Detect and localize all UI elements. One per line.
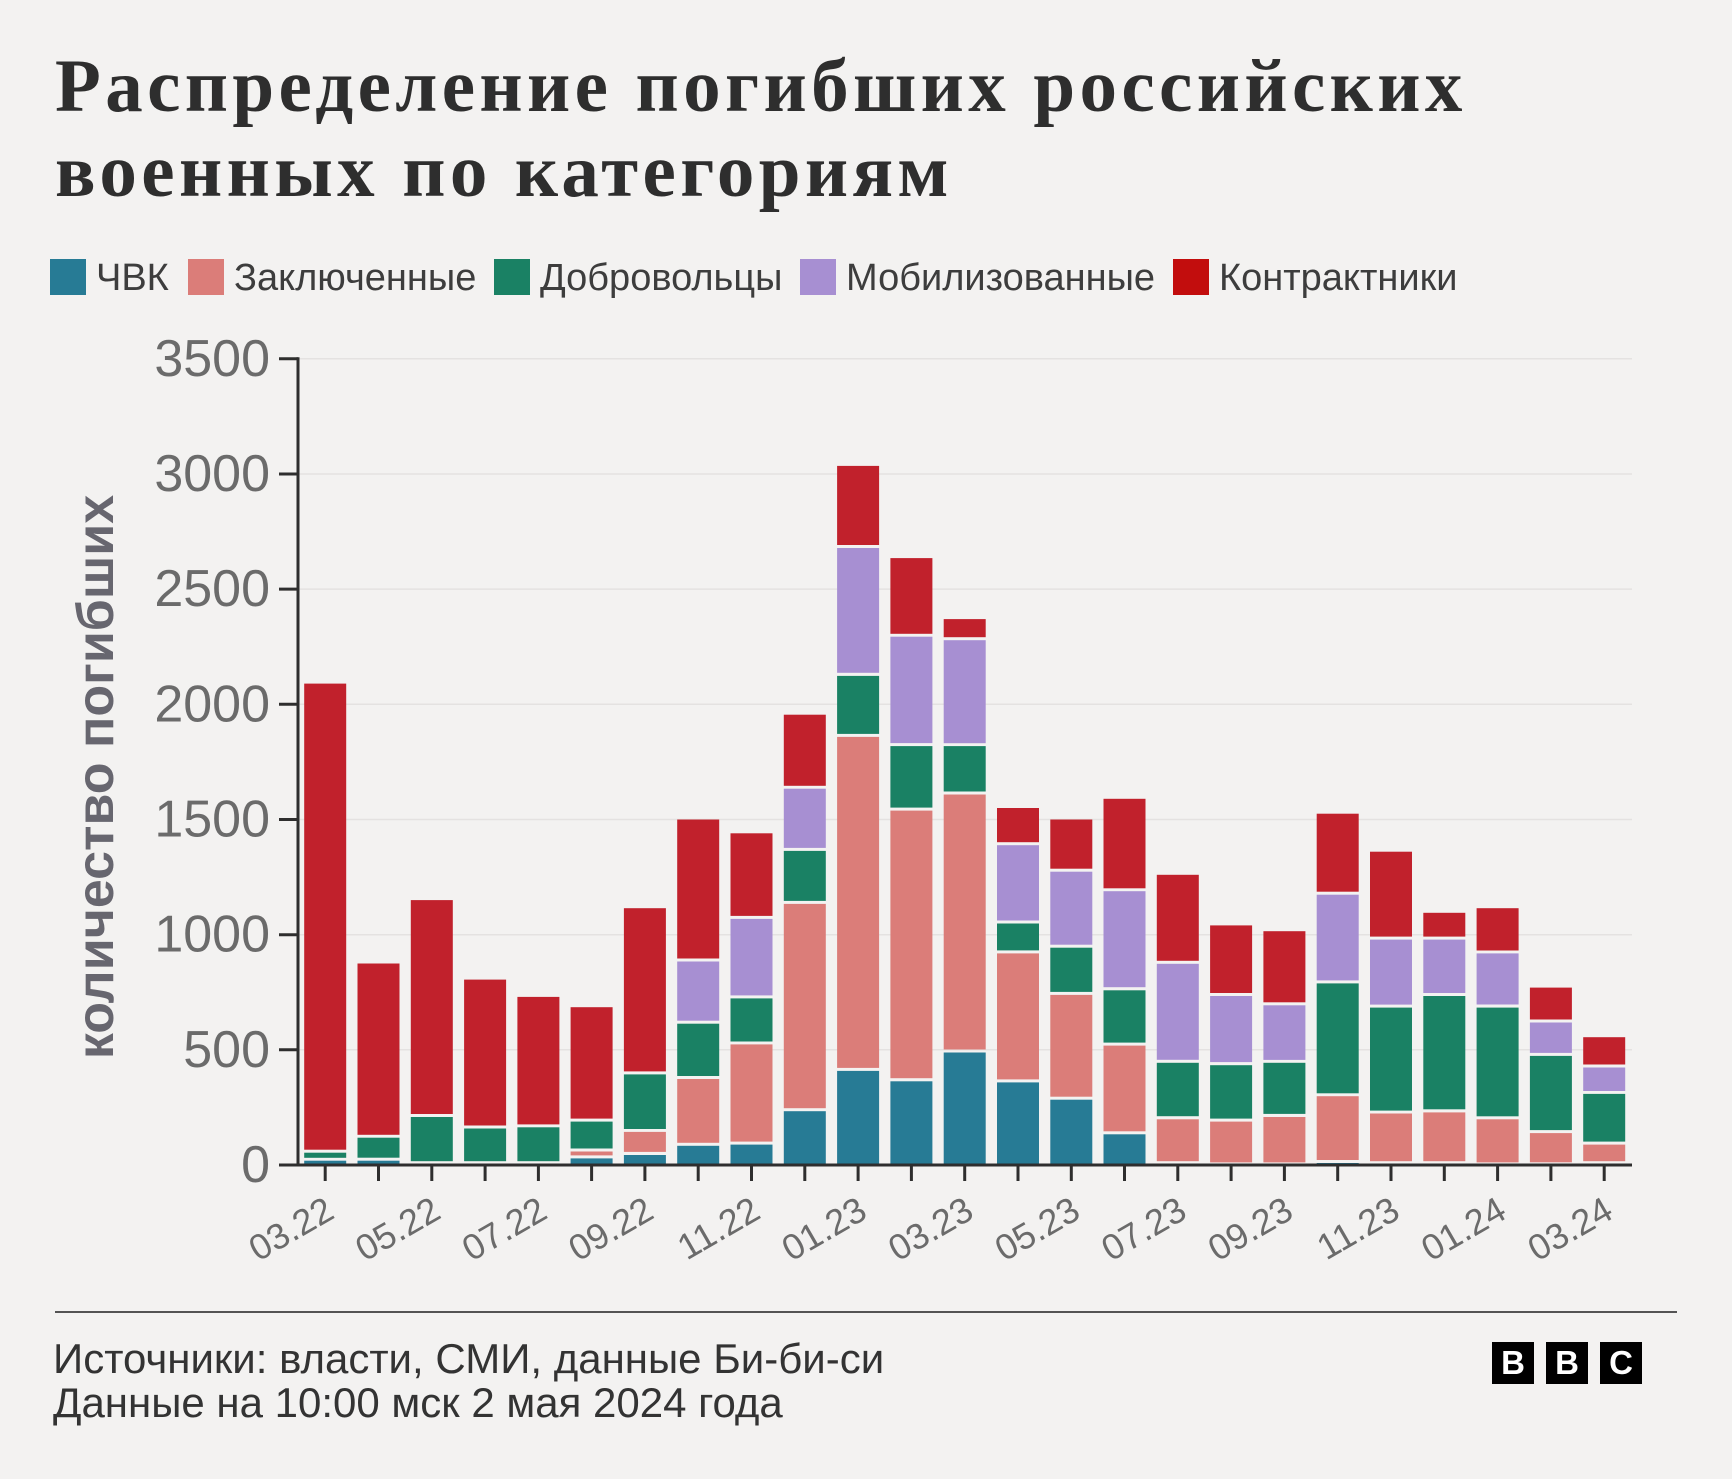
svg-text:01.23: 01.23 xyxy=(775,1188,874,1269)
svg-text:1500: 1500 xyxy=(154,791,270,849)
svg-text:0: 0 xyxy=(241,1136,270,1194)
svg-text:1000: 1000 xyxy=(154,906,270,964)
svg-text:3000: 3000 xyxy=(154,445,270,503)
svg-text:03.23: 03.23 xyxy=(881,1188,980,1269)
svg-text:11.22: 11.22 xyxy=(670,1188,766,1267)
svg-text:07.22: 07.22 xyxy=(455,1188,554,1269)
svg-text:500: 500 xyxy=(183,1021,270,1079)
svg-text:01.24: 01.24 xyxy=(1414,1188,1513,1269)
svg-text:2500: 2500 xyxy=(154,560,270,618)
svg-text:05.22: 05.22 xyxy=(348,1188,447,1269)
svg-text:количество погибших: количество погибших xyxy=(67,495,125,1059)
svg-text:3500: 3500 xyxy=(154,330,270,388)
svg-text:2000: 2000 xyxy=(154,675,270,733)
svg-text:03.22: 03.22 xyxy=(242,1188,341,1269)
svg-text:09.22: 09.22 xyxy=(561,1188,660,1269)
svg-text:11.23: 11.23 xyxy=(1310,1188,1406,1267)
svg-text:05.23: 05.23 xyxy=(988,1188,1087,1269)
svg-text:09.23: 09.23 xyxy=(1201,1188,1300,1269)
svg-text:07.23: 07.23 xyxy=(1094,1188,1193,1269)
svg-text:03.24: 03.24 xyxy=(1521,1188,1620,1269)
